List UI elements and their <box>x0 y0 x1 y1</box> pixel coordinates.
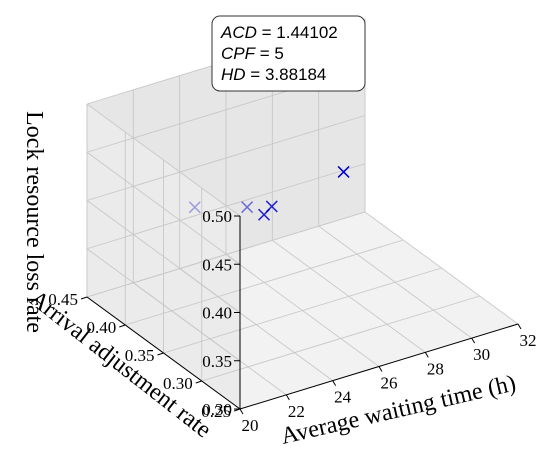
z-grid-line <box>86 151 241 265</box>
z-grid-line <box>86 103 241 217</box>
data-points <box>188 165 350 221</box>
x-tick-label: 24 <box>334 388 352 407</box>
x-tick-label: 22 <box>288 402 305 421</box>
tick-mark <box>517 323 522 330</box>
z-grid-line <box>86 200 241 313</box>
z-tick-label: 0.40 <box>202 304 232 323</box>
z-tick-label: 0.30 <box>202 400 232 419</box>
y-tick-label: 0.45 <box>48 290 78 309</box>
tick-mark <box>285 394 290 401</box>
tick-mark <box>80 296 88 300</box>
y-tick-label: 0.35 <box>125 346 155 365</box>
tick-mark <box>157 352 164 356</box>
tick-mark <box>119 324 126 328</box>
tick-mark <box>424 352 429 358</box>
y-tick-label: 0.25 <box>201 402 231 421</box>
annotation-line-2: CPF = 5 <box>221 44 284 63</box>
x-tick-label: 20 <box>242 416 259 435</box>
z-tick-label: 0.45 <box>202 255 232 274</box>
tick-labels: 202224262830320.250.300.350.400.450.300.… <box>48 207 536 435</box>
y-tick-label: 0.40 <box>87 318 117 337</box>
y-tick-label: 0.30 <box>163 374 193 393</box>
tick-mark <box>332 380 337 386</box>
x-tick-label: 30 <box>473 345 490 364</box>
x-tick-label: 32 <box>520 331 537 350</box>
tick-mark <box>471 337 476 344</box>
y-grid-line <box>201 295 480 382</box>
x-tick-label: 26 <box>381 374 398 393</box>
data-point-x-marker <box>265 200 278 213</box>
annotation-box: ACD = 1.44102 CPF = 5 HD = 3.88184 <box>211 15 366 92</box>
data-point-x-marker <box>241 201 254 214</box>
x-tick-label: 28 <box>427 359 444 378</box>
tick-mark <box>195 380 202 384</box>
annotation-line-3: HD = 3.88184 <box>221 65 326 84</box>
data-point-x-marker <box>188 201 201 214</box>
z-axis-label: Lock resource loss rate <box>21 111 47 333</box>
tick-mark <box>378 366 383 372</box>
z-tick-label: 0.50 <box>202 207 232 226</box>
tick-mark <box>239 408 244 415</box>
annotation-line-1: ACD = 1.44102 <box>220 23 338 42</box>
z-grid-line <box>86 248 241 362</box>
z-tick-label: 0.35 <box>202 352 232 371</box>
data-point-x-marker <box>337 165 350 178</box>
